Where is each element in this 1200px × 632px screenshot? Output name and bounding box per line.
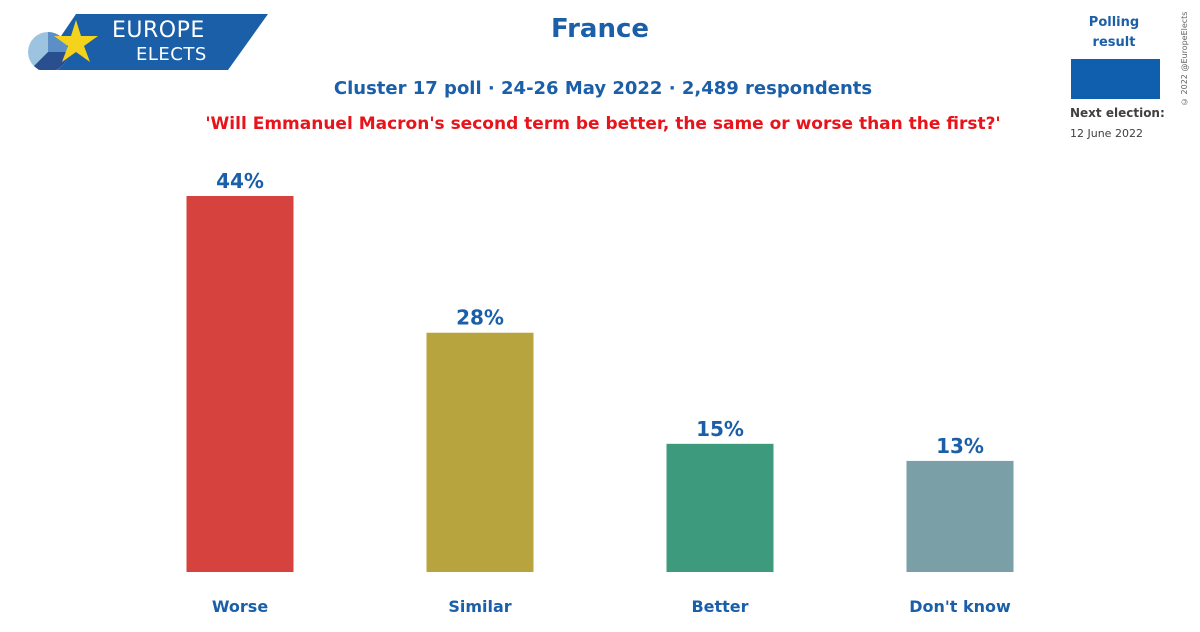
value-label-better: 15% (696, 417, 744, 441)
europe-elects-logo: EUROPE ELECTS (18, 14, 268, 70)
value-label-similar: 28% (456, 306, 504, 330)
next-election-label: Next election: (1070, 106, 1165, 120)
value-label-don-t-know: 13% (936, 434, 984, 458)
poll-question: 'Will Emmanuel Macron's second term be b… (205, 114, 1001, 134)
value-label-worse: 44% (216, 169, 264, 193)
legend-swatch (1071, 59, 1160, 99)
category-label-don-t-know: Don't know (909, 597, 1011, 616)
bar-don-t-know (906, 460, 1014, 572)
chart-title: France (550, 14, 650, 44)
bar-worse (186, 196, 294, 572)
category-label-better: Better (691, 597, 748, 616)
bar-better (666, 443, 774, 572)
legend-label: Polling result (1088, 15, 1140, 50)
logo-text-elects: ELECTS (136, 44, 207, 65)
category-label-worse: Worse (212, 597, 268, 616)
category-label-similar: Similar (448, 597, 511, 616)
bar-similar (426, 332, 534, 572)
next-election-date: 12 June 2022 (1070, 127, 1143, 140)
poll-subtitle: Cluster 17 poll · 24-26 May 2022 · 2,489… (333, 78, 873, 99)
logo-text-europe: EUROPE (112, 18, 205, 43)
